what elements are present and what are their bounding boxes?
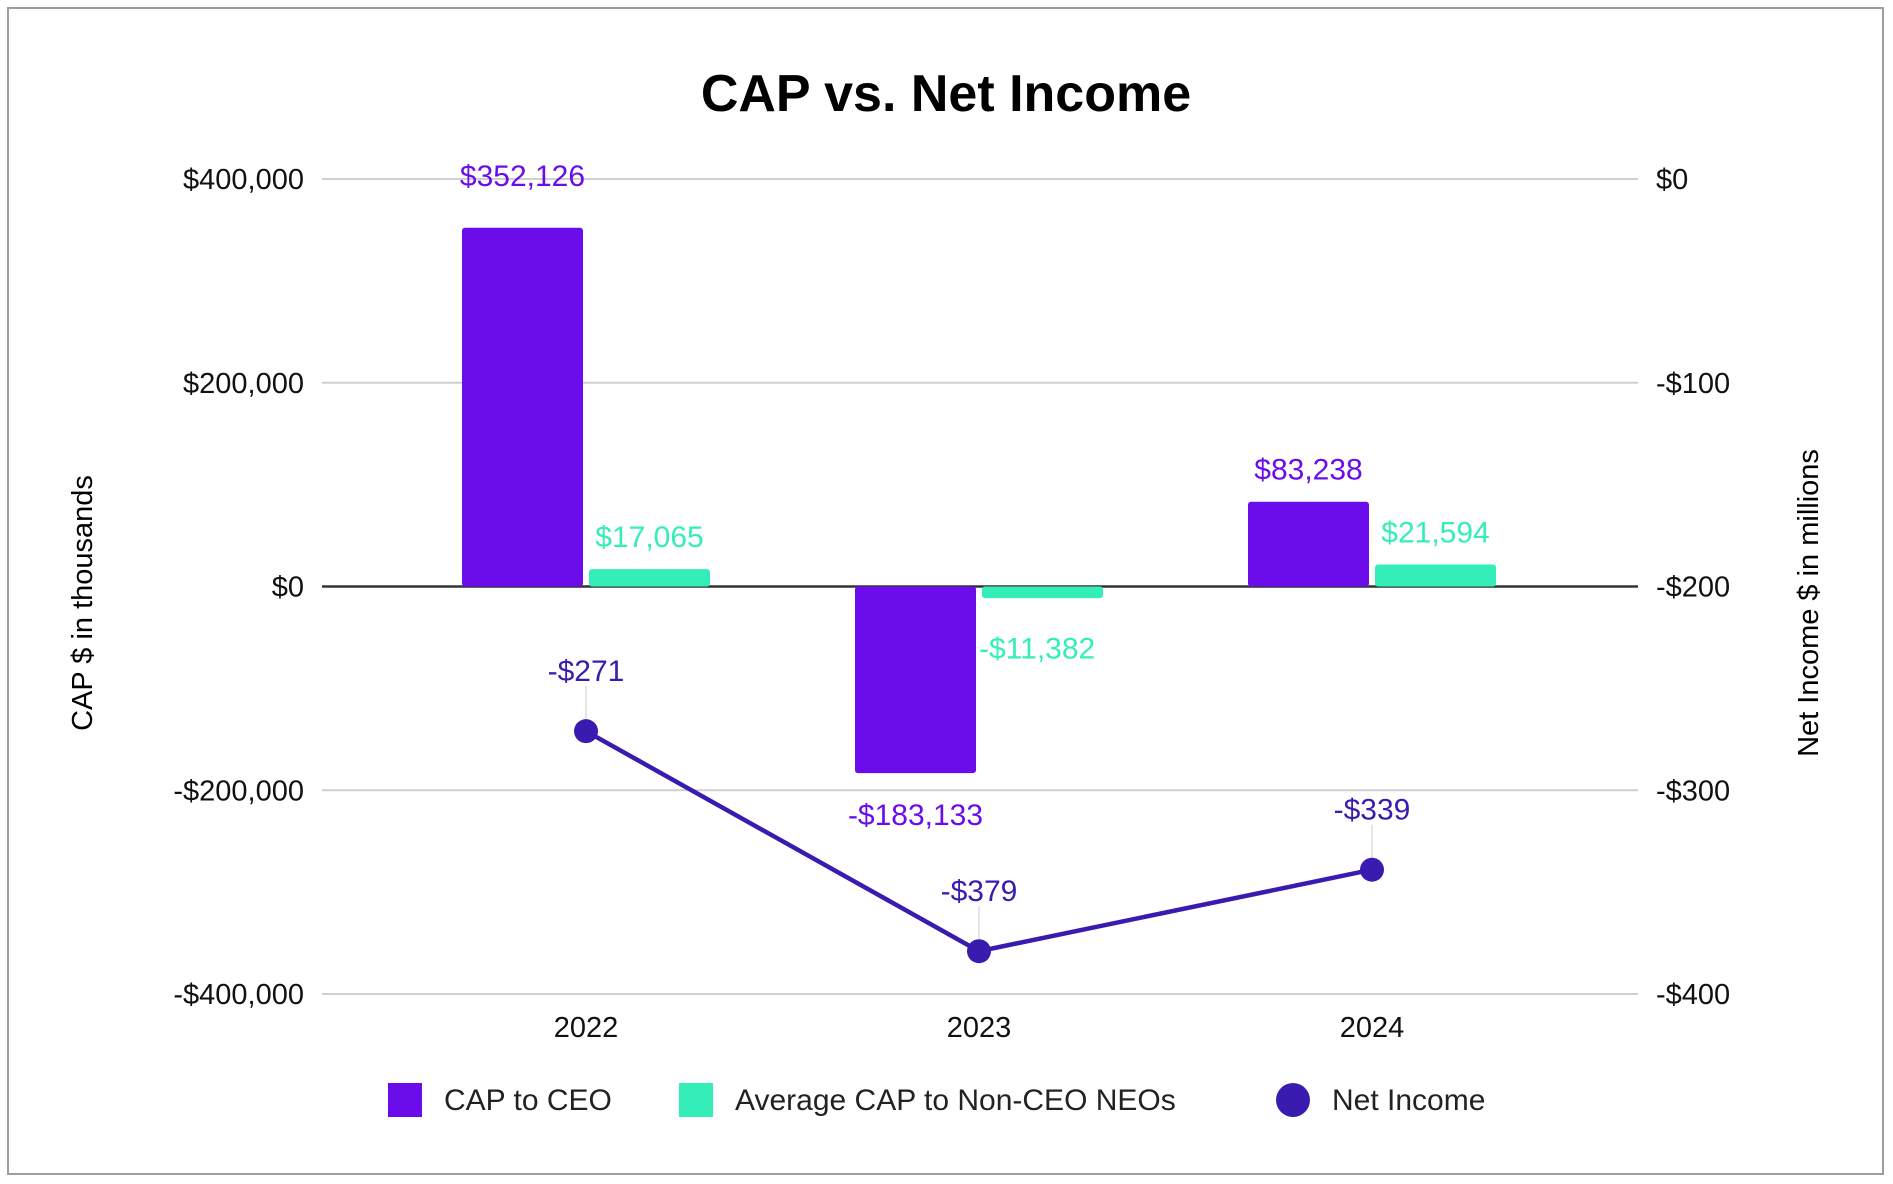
net-income-point: [574, 719, 598, 744]
y-axis-title: CAP $ in thousands: [67, 475, 99, 731]
legend-swatch: [1276, 1083, 1310, 1117]
net-income-label: -$379: [941, 875, 1018, 908]
y2-tick-label: -$100: [1656, 368, 1730, 400]
net-income-point: [1360, 857, 1384, 882]
x-tick-label: 2023: [947, 1012, 1012, 1044]
ceo-cap-bar: [855, 586, 976, 774]
net-income-point: [967, 939, 991, 964]
ceo-cap-label: -$183,133: [848, 799, 983, 832]
y2-tick-label: $0: [1656, 164, 1688, 196]
y-tick-label: $400,000: [183, 164, 304, 196]
legend-item: Net Income: [1276, 1083, 1485, 1117]
y2-axis-title: Net Income $ in millions: [1793, 449, 1825, 757]
y2-tick-label: -$200: [1656, 572, 1730, 604]
y-tick-label: -$200,000: [173, 775, 304, 807]
ceo-cap-bar: [1248, 501, 1369, 587]
neo-cap-label: -$11,382: [979, 633, 1095, 666]
y-tick-label: -$400,000: [173, 979, 304, 1011]
ceo-cap-label: $83,238: [1254, 454, 1362, 487]
neo-cap-bar: [589, 569, 710, 587]
y-tick-label: $200,000: [183, 368, 304, 400]
y2-tick-label: -$400: [1656, 979, 1730, 1011]
legend-item: CAP to CEO: [388, 1083, 612, 1117]
legend-label: CAP to CEO: [444, 1084, 612, 1117]
legend-label: Net Income: [1332, 1084, 1485, 1117]
legend-label: Average CAP to Non-CEO NEOs: [735, 1084, 1176, 1117]
y2-tick-label: -$300: [1656, 775, 1730, 807]
neo-cap-label: $21,594: [1381, 517, 1489, 550]
legend-swatch: [388, 1083, 422, 1117]
x-tick-label: 2022: [554, 1012, 619, 1044]
neo-cap-bar: [982, 586, 1103, 599]
neo-cap-bar: [1375, 564, 1496, 587]
net-income-label: -$271: [548, 655, 625, 688]
ceo-cap-label: $352,126: [460, 160, 585, 193]
y-tick-label: $0: [272, 572, 304, 604]
ceo-cap-bar: [462, 227, 583, 587]
chart-title: CAP vs. Net Income: [701, 65, 1191, 123]
net-income-label: -$339: [1334, 794, 1411, 827]
x-tick-label: 2024: [1340, 1012, 1405, 1044]
legend-swatch: [679, 1083, 713, 1117]
neo-cap-label: $17,065: [595, 521, 703, 554]
legend-item: Average CAP to Non-CEO NEOs: [679, 1083, 1176, 1117]
